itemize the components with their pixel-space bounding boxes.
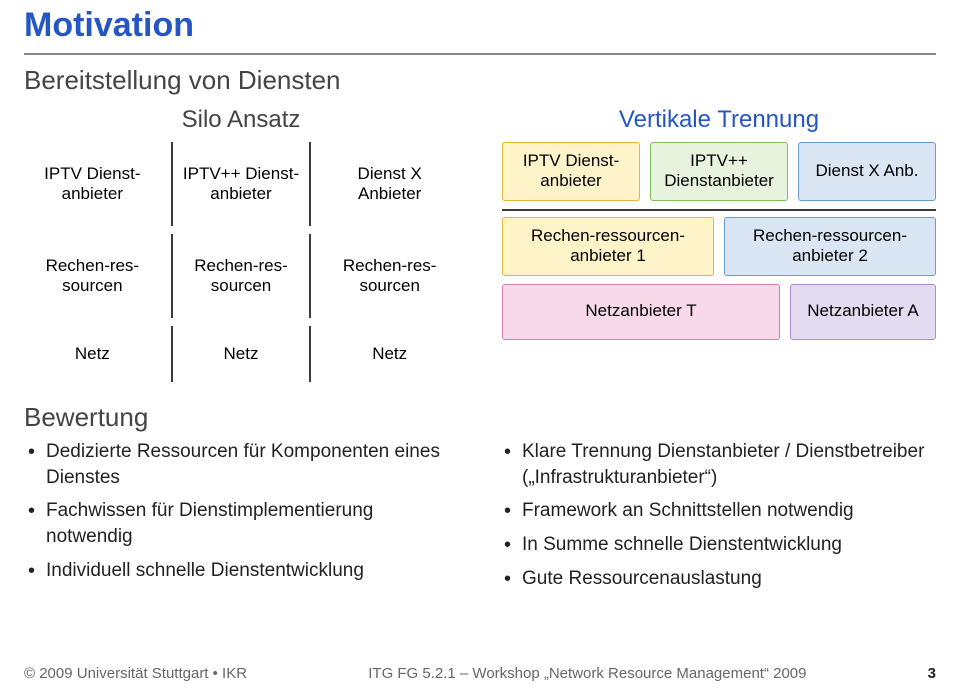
footer-pagenum: 3 (928, 665, 936, 682)
silo-cell-netz1: Netz (24, 326, 161, 382)
bullet-item: Dedizierte Ressourcen für Komponenten ei… (24, 439, 460, 490)
vt-row-2: Rechen-ressourcen-anbieter 1 Rechen-ress… (502, 217, 936, 276)
footer: © 2009 Universität Stuttgart • IKR ITG F… (24, 665, 936, 682)
vertikal-column: Vertikale Trennung IPTV Dienst-anbieter … (502, 106, 936, 390)
vt-divider-1 (502, 209, 936, 211)
vt-dienstx: Dienst X Anb. (798, 142, 936, 201)
silo-cell-iptv: IPTV Dienst-anbieter (24, 142, 161, 226)
silo-row-top: IPTV Dienst-anbieter IPTV++ Dienst-anbie… (24, 142, 458, 226)
silo-row-mid: Rechen-res-sourcen Rechen-res-sourcen Re… (24, 234, 458, 318)
title-rule (24, 53, 936, 55)
bullet-item: Fachwissen für Dienstimplementierung not… (24, 498, 460, 549)
silo-cell-res1: Rechen-res-sourcen (24, 234, 161, 318)
vt-res2: Rechen-ressourcen-anbieter 2 (724, 217, 936, 276)
vt-res1: Rechen-ressourcen-anbieter 1 (502, 217, 714, 276)
vt-netz-t: Netzanbieter T (502, 284, 780, 340)
silo-cell-res2: Rechen-res-sourcen (171, 234, 312, 318)
page-title: Motivation (24, 6, 936, 45)
bullet-item: In Summe schnelle Dienstentwicklung (500, 532, 936, 558)
approach-columns: Silo Ansatz IPTV Dienst-anbieter IPTV++ … (24, 106, 936, 390)
bewertung-left: Dedizierte Ressourcen für Komponenten ei… (24, 439, 460, 599)
bewertung-right: Klare Trennung Dienstanbieter / Dienstbe… (500, 439, 936, 599)
vt-netz-a: Netzanbieter A (790, 284, 936, 340)
bewertung-columns: Dedizierte Ressourcen für Komponenten ei… (24, 439, 936, 599)
vertikal-heading: Vertikale Trennung (502, 106, 936, 134)
bullet-item: Framework an Schnittstellen notwendig (500, 498, 936, 524)
vt-row-3: Netzanbieter T Netzanbieter A (502, 284, 936, 340)
vt-iptv: IPTV Dienst-anbieter (502, 142, 640, 201)
silo-cell-netz3: Netz (321, 326, 458, 382)
silo-cell-iptvpp: IPTV++ Dienst-anbieter (171, 142, 312, 226)
silo-heading: Silo Ansatz (24, 106, 458, 134)
footer-center: ITG FG 5.2.1 – Workshop „Network Resourc… (368, 665, 806, 682)
silo-column: Silo Ansatz IPTV Dienst-anbieter IPTV++ … (24, 106, 458, 390)
subtitle: Bereitstellung von Diensten (24, 65, 936, 96)
bullet-item: Individuell schnelle Dienstentwicklung (24, 558, 460, 584)
vt-iptvpp: IPTV++ Dienstanbieter (650, 142, 788, 201)
silo-row-bot: Netz Netz Netz (24, 326, 458, 382)
bullet-item: Klare Trennung Dienstanbieter / Dienstbe… (500, 439, 936, 490)
footer-left: © 2009 Universität Stuttgart • IKR (24, 665, 247, 682)
bewertung-heading: Bewertung (24, 402, 936, 433)
bullet-item: Gute Ressourcenauslastung (500, 566, 936, 592)
silo-cell-res3: Rechen-res-sourcen (321, 234, 458, 318)
silo-cell-netz2: Netz (171, 326, 312, 382)
vt-row-1: IPTV Dienst-anbieter IPTV++ Dienstanbiet… (502, 142, 936, 201)
silo-cell-dienstx: Dienst X Anbieter (321, 142, 458, 226)
